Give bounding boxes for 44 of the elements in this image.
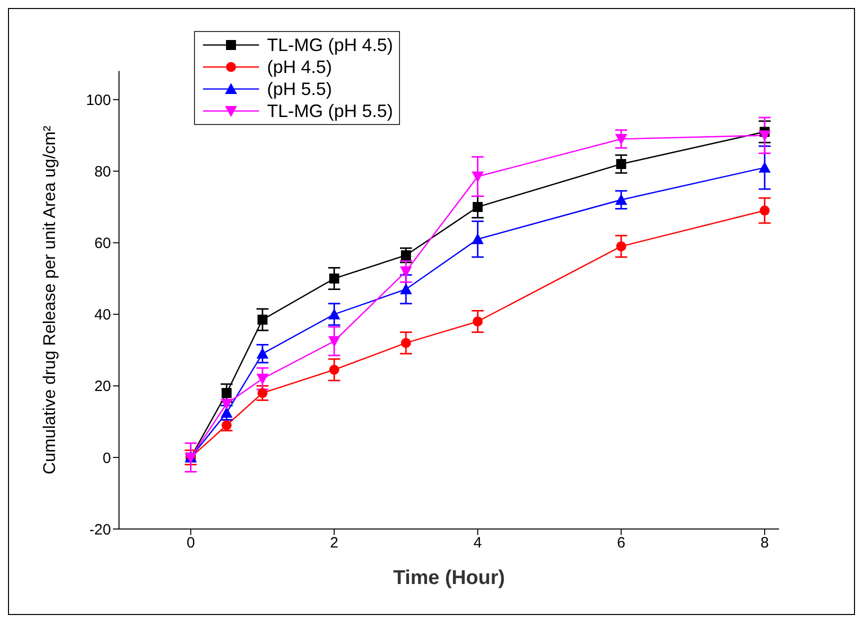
point bbox=[472, 202, 483, 212]
point bbox=[616, 241, 626, 252]
x-tick-label: 2 bbox=[330, 534, 338, 552]
x-tick-label: 6 bbox=[617, 534, 626, 552]
point bbox=[328, 308, 340, 320]
point bbox=[400, 338, 411, 348]
y-tick-label: 60 bbox=[94, 235, 111, 252]
legend-label: TL-MG (pH 5.5) bbox=[267, 100, 394, 122]
point bbox=[615, 134, 628, 145]
point bbox=[222, 388, 232, 398]
point bbox=[400, 266, 412, 278]
legend-label: (pH 4.5) bbox=[267, 56, 332, 78]
y-axis-title: Cumulative drug Release per unit Area ug/cm² bbox=[40, 125, 60, 474]
legend-label: (pH 5.5) bbox=[267, 78, 332, 100]
point bbox=[400, 283, 412, 294]
point bbox=[615, 194, 628, 205]
point bbox=[400, 250, 411, 260]
point bbox=[220, 406, 233, 418]
point bbox=[758, 130, 771, 142]
point bbox=[616, 159, 626, 170]
point bbox=[256, 374, 268, 385]
y-tick-label: 100 bbox=[86, 92, 111, 109]
point bbox=[760, 206, 770, 216]
y-tick-label: 20 bbox=[94, 378, 111, 396]
x-axis-title: Time (Hour) bbox=[393, 567, 505, 589]
point bbox=[256, 348, 268, 359]
y-tick-label: -20 bbox=[89, 521, 111, 538]
x-tick-label: 8 bbox=[760, 534, 769, 552]
point bbox=[257, 314, 268, 325]
x-tick-label: 0 bbox=[186, 534, 195, 552]
point bbox=[472, 233, 484, 244]
point bbox=[328, 336, 340, 348]
y-tick-label: 80 bbox=[94, 164, 111, 181]
point bbox=[329, 364, 340, 375]
point bbox=[220, 398, 233, 410]
y-tick-label: 0 bbox=[102, 450, 111, 467]
legend-label: TL-MG (pH 4.5) bbox=[267, 34, 394, 56]
y-tick-label: 40 bbox=[94, 306, 111, 324]
point bbox=[329, 274, 340, 284]
point bbox=[472, 172, 484, 183]
point bbox=[472, 316, 483, 326]
x-tick-label: 4 bbox=[474, 534, 482, 552]
point bbox=[257, 388, 268, 398]
point bbox=[758, 162, 771, 173]
